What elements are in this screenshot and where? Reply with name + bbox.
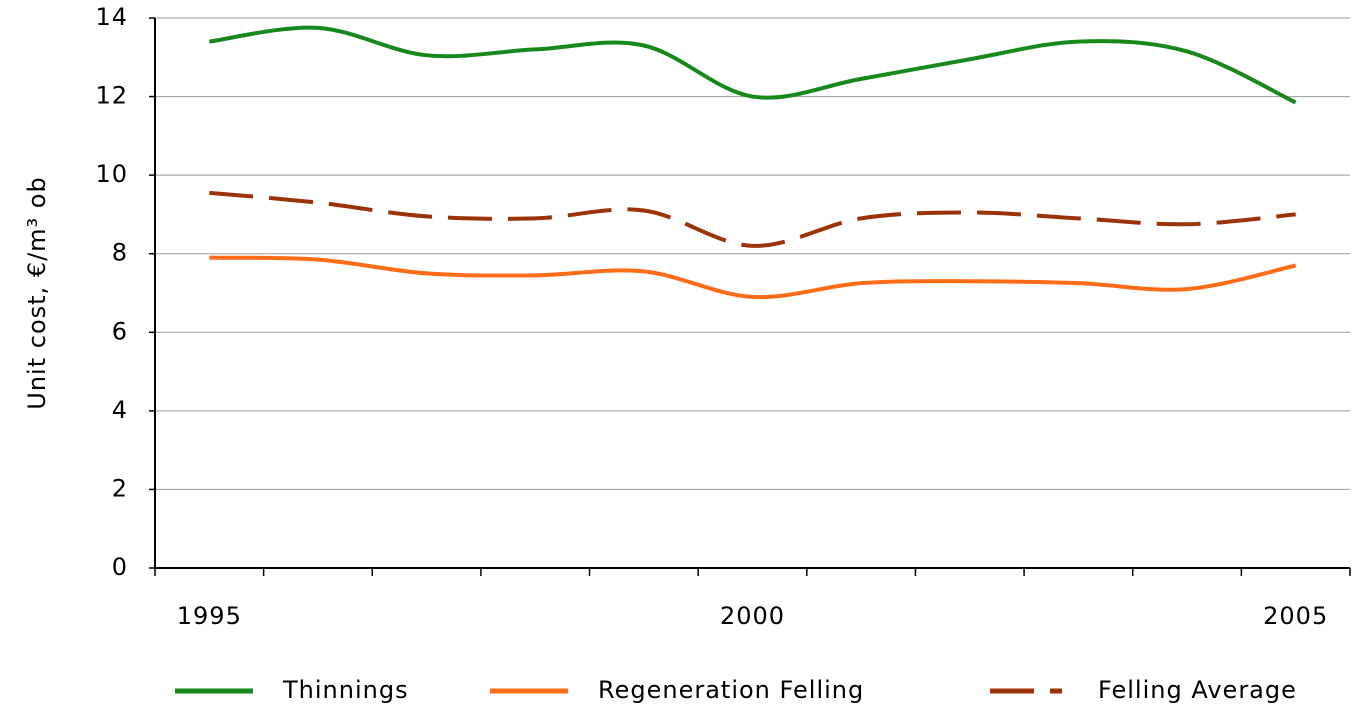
y-tick-label: 4	[112, 396, 128, 424]
y-tick-label: 12	[95, 82, 128, 110]
y-axis-label: Unit cost, €/m³ ob	[23, 176, 51, 409]
x-tick-label: 2005	[1263, 602, 1328, 630]
x-tick-label: 2000	[720, 602, 785, 630]
legend-label: Thinnings	[282, 676, 409, 704]
x-tick-label: 1995	[177, 602, 242, 630]
legend-label: Felling Average	[1098, 676, 1297, 704]
line-series	[209, 190, 1296, 248]
y-tick-label: 6	[112, 317, 128, 345]
legend-label: Regeneration Felling	[598, 676, 864, 704]
line-series	[209, 25, 1297, 105]
line-series	[209, 255, 1297, 300]
y-tick-label: 10	[95, 160, 128, 188]
y-tick-label: 8	[112, 239, 128, 267]
y-tick-label: 14	[95, 3, 128, 31]
y-tick-label: 0	[112, 553, 128, 581]
y-tick-label: 2	[112, 474, 128, 502]
